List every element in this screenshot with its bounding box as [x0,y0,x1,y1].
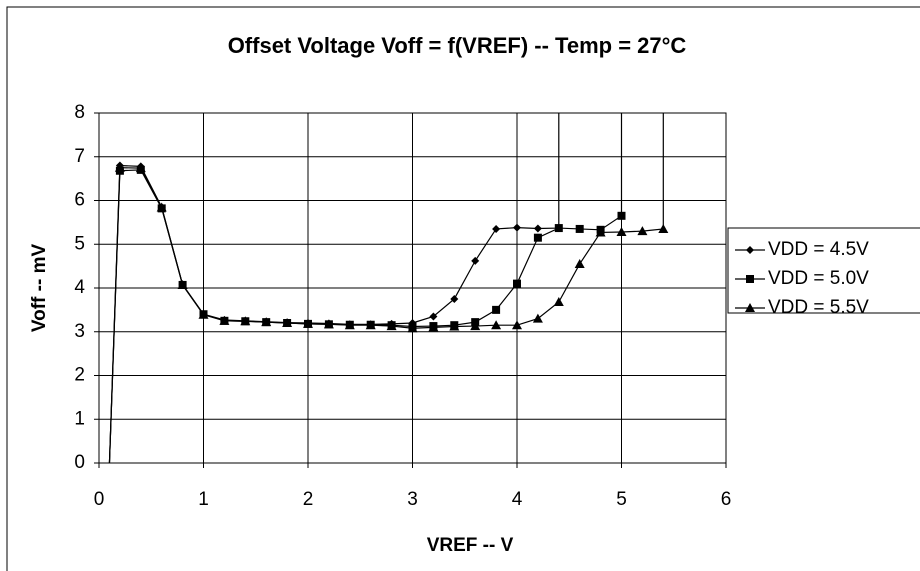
marker [617,211,626,220]
marker [658,223,669,233]
marker [533,233,542,242]
x-axis-label: VREF -- V [427,535,514,556]
x-tick-label: 5 [616,489,627,510]
y-tick-label: 1 [74,408,85,429]
legend-box [727,227,920,314]
marker [365,320,376,330]
marker [282,318,293,327]
legend: VDD = 4.5V VDD = 5.0V VDD = 5.5V [727,227,920,318]
marker [491,320,502,330]
marker [512,320,522,330]
marker [449,321,460,331]
marker [407,323,418,333]
marker [532,313,543,323]
x-tick-label: 0 [94,489,105,510]
marker [386,321,397,331]
y-tick-label: 6 [74,190,85,211]
marker [637,226,648,236]
marker [513,223,521,232]
marker [450,294,459,303]
marker [344,320,355,330]
x-tick-label: 3 [407,489,418,510]
marker [533,224,542,233]
plot-area [108,113,669,463]
marker [323,319,334,329]
marker [575,224,584,233]
legend-label: VDD = 4.5V [768,239,869,260]
marker [471,256,480,265]
x-tick-label: 2 [303,489,314,510]
marker [470,321,481,331]
marker [746,246,754,254]
marker [219,315,230,325]
marker [114,162,125,172]
marker [428,322,439,332]
y-tick-label: 3 [74,321,85,342]
marker [177,279,188,289]
marker [492,305,501,314]
chart-title: Offset Voltage Voff = f(VREF) -- Temp = … [228,33,687,58]
marker [261,317,272,327]
marker [574,258,585,268]
marker [240,316,251,326]
marker [513,279,521,288]
marker [595,227,606,237]
x-tick-label: 1 [198,489,209,510]
x-tick-label: 4 [512,489,523,510]
y-tick-label: 4 [74,277,85,298]
x-tick-label: 6 [721,489,732,510]
marker [492,224,501,233]
marker [746,275,754,283]
marker [303,318,313,328]
marker [156,202,167,212]
y-tick-label: 7 [74,146,85,167]
legend-label: VDD = 5.0V [768,268,869,289]
y-tick-label: 8 [74,102,85,123]
marker [745,303,755,312]
marker [198,309,209,319]
legend-label: VDD = 5.5V [768,297,869,318]
y-tick-label: 2 [74,365,85,386]
plot-border [98,112,727,464]
marker [553,297,564,306]
y-tick-label: 0 [74,452,85,473]
y-tick-label: 5 [74,233,85,254]
marker [554,224,563,233]
marker [429,312,438,321]
y-axis-label: Voff -- mV [29,244,50,333]
marker [616,227,627,236]
marker [135,163,146,173]
